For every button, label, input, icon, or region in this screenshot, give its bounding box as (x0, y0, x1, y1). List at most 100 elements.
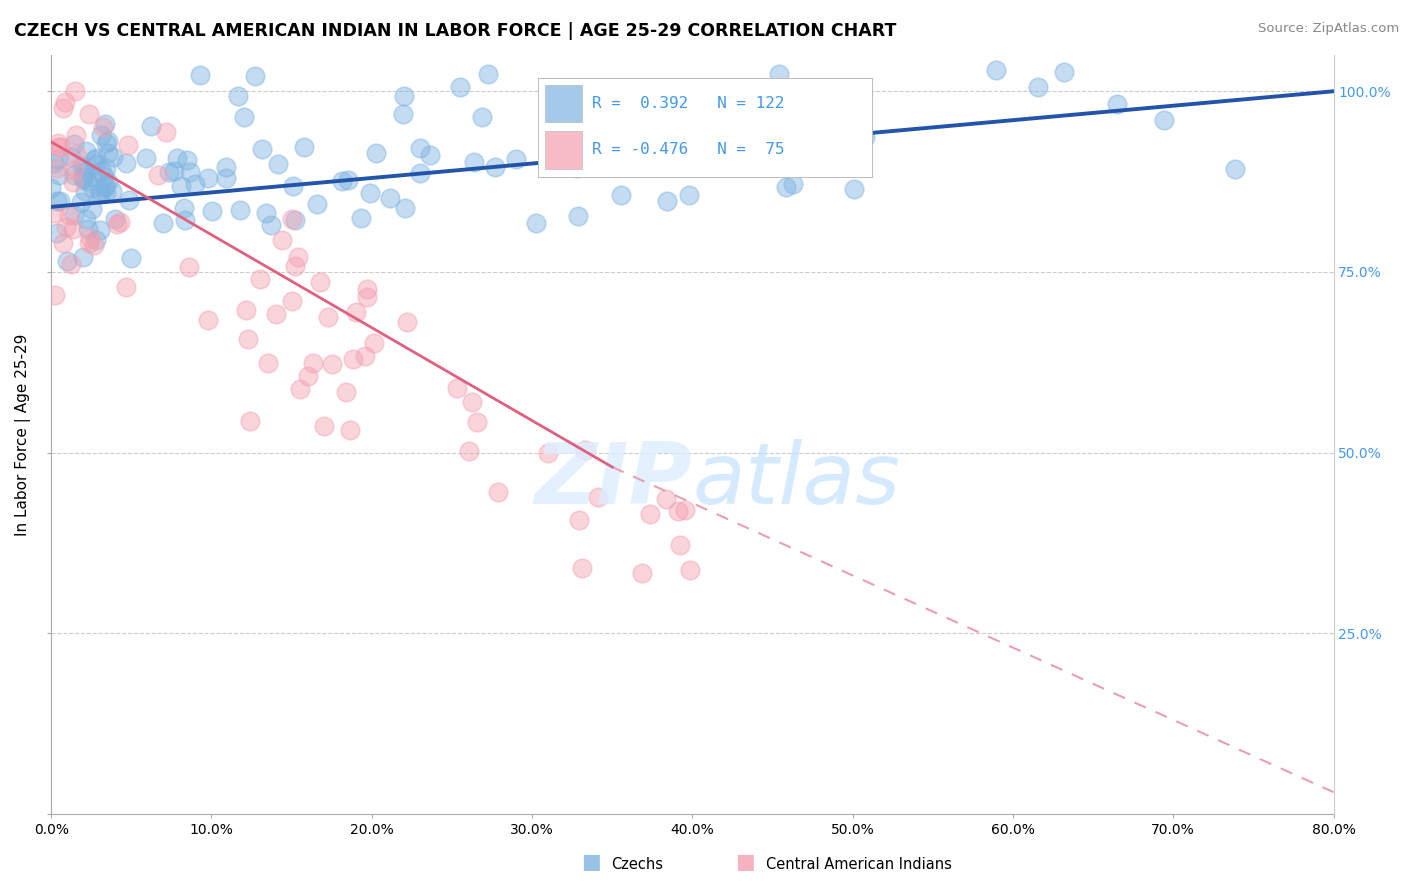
Point (571, 560, 593, 574)
Point (657, 194, 679, 209)
Point (115, 156, 138, 170)
Point (449, 80, 471, 95)
Point (409, 141, 432, 155)
Point (419, 148, 441, 162)
Point (835, 109, 858, 123)
Point (176, 153, 198, 168)
Point (463, 155, 485, 169)
Point (197, 170, 219, 185)
Point (49, 140, 72, 154)
Point (90, 164, 112, 178)
Point (52, 101, 75, 115)
Point (55, 220, 77, 235)
Text: Central American Indians: Central American Indians (766, 857, 952, 872)
Point (270, 233, 292, 247)
Point (45, 227, 67, 241)
Point (236, 332, 259, 346)
Point (567, 513, 589, 527)
Point (789, 88, 811, 103)
Point (75, 145, 97, 159)
Point (146, 168, 169, 182)
Point (344, 304, 367, 318)
Point (157, 165, 180, 179)
Point (70, 195, 93, 210)
Text: Source: ZipAtlas.com: Source: ZipAtlas.com (1258, 22, 1399, 36)
Point (1026, 80, 1049, 95)
Point (179, 260, 201, 274)
Point (336, 173, 359, 187)
Point (567, 161, 589, 175)
Point (679, 563, 702, 577)
Point (359, 186, 381, 200)
Point (93, 117, 115, 131)
Point (101, 150, 124, 164)
Point (75, 165, 97, 179)
Point (775, 179, 797, 194)
Point (471, 111, 494, 125)
Point (100, 185, 122, 199)
Point (197, 313, 219, 327)
Point (84, 233, 107, 247)
Point (214, 161, 236, 175)
Point (264, 307, 287, 321)
Point (287, 250, 309, 264)
Point (70, 159, 93, 173)
Point (91, 120, 114, 135)
Point (120, 251, 142, 265)
Point (610, 188, 633, 202)
Point (391, 107, 413, 121)
Point (76, 174, 98, 188)
Point (567, 209, 589, 223)
Point (58, 208, 80, 222)
Point (655, 89, 678, 103)
Point (72, 250, 94, 264)
Point (215, 171, 238, 186)
Point (290, 382, 312, 396)
Point (155, 125, 177, 139)
Point (73, 164, 96, 178)
Point (89, 187, 111, 202)
Point (46, 161, 69, 176)
Point (252, 142, 274, 156)
Point (768, 67, 790, 81)
Point (42, 155, 65, 169)
Point (477, 67, 499, 81)
Point (484, 160, 506, 174)
Point (458, 443, 481, 458)
Point (46, 136, 69, 151)
Point (308, 275, 330, 289)
Point (281, 212, 304, 227)
Point (72, 169, 94, 184)
Point (48, 140, 70, 154)
Point (678, 188, 700, 202)
Point (94, 161, 117, 175)
Point (984, 63, 1007, 78)
Point (52, 236, 75, 251)
Point (235, 302, 257, 317)
Point (201, 204, 224, 219)
Point (1107, 97, 1129, 112)
Point (537, 446, 560, 460)
Point (350, 211, 373, 225)
Point (245, 70, 267, 84)
Point (62, 168, 84, 182)
Point (63, 208, 86, 222)
Point (292, 140, 315, 154)
Point (63, 162, 86, 177)
Point (395, 315, 418, 329)
Point (316, 310, 339, 324)
Point (94, 180, 117, 194)
Point (363, 335, 385, 350)
Text: atlas: atlas (692, 439, 900, 522)
Point (118, 193, 141, 207)
Point (84, 157, 107, 171)
Point (853, 130, 876, 145)
Point (46, 152, 69, 166)
Point (188, 68, 211, 82)
Point (229, 203, 252, 218)
Point (135, 151, 157, 165)
Point (354, 349, 377, 363)
Point (335, 385, 357, 400)
Point (75, 184, 97, 198)
Point (312, 419, 335, 434)
